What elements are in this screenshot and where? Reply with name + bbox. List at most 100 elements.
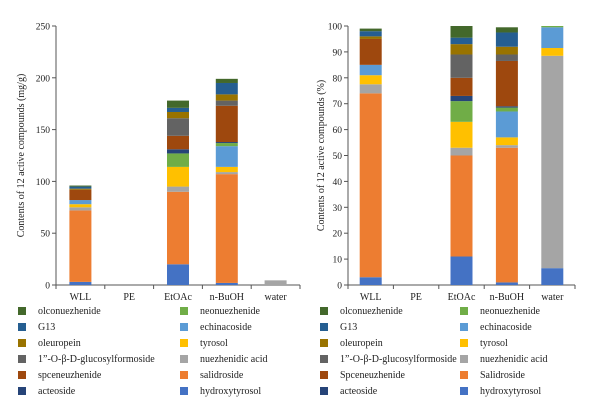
legend-label-acteoside: acteoside: [38, 386, 76, 397]
legend-label-olconuezhenide: olconuezhenide: [340, 306, 403, 317]
y-tick-label: 20: [333, 230, 343, 240]
x-tick-label-wll: WLL: [70, 292, 92, 303]
y-tick-label: 200: [36, 74, 51, 84]
x-tick-label-pe: PE: [410, 292, 422, 303]
y-axis-title: Contents of 12 active compounds (%): [316, 80, 327, 231]
legend-swatch-acteoside: [18, 387, 26, 395]
bar-segment-water-echinacoside: [541, 27, 564, 49]
bar-segment-etoac-g13: [450, 37, 473, 45]
bar-segment-etoac-nuezhenidic-acid: [450, 147, 473, 156]
bar-segment-n-buoh-1-o-d-glucosylformoside: [215, 100, 238, 106]
legend-swatch-salidroside: [180, 371, 188, 379]
bar-segment-n-buoh-echinacoside: [215, 146, 238, 167]
legend-label-salidroside: Salidroside: [480, 370, 526, 381]
bar-segment-etoac-salidroside: [450, 155, 473, 257]
bar-segment-etoac-spceneuzhenide: [450, 77, 473, 96]
y-tick-label: 0: [337, 282, 342, 292]
legend-label-neonuezhenide: neonuezhenide: [480, 306, 541, 317]
bar-segment-etoac-neonuezhenide: [167, 153, 189, 167]
legend-swatch-acteoside: [320, 387, 328, 395]
bar-segment-etoac-neonuezhenide: [450, 101, 473, 122]
x-tick-label-water: water: [541, 292, 564, 303]
y-tick-label: 50: [333, 152, 343, 162]
legend-label-nuezhenidic-acid: nuezhenidic acid: [200, 354, 267, 365]
legend-swatch-hydroxytyrosol: [460, 387, 468, 395]
bar-segment-etoac-tyrosol: [167, 166, 189, 187]
y-tick-label: 50: [41, 230, 51, 240]
y-tick-label: 150: [36, 126, 51, 136]
bar-segment-wll-olconuezhenide: [359, 28, 382, 32]
bar-segment-etoac-oleuropein: [167, 111, 189, 119]
y-tick-label: 250: [36, 23, 51, 33]
bar-segment-etoac-olconuezhenide: [450, 26, 473, 38]
legend-swatch-olconuezhenide: [18, 307, 26, 315]
bar-segment-etoac-tyrosol: [450, 121, 473, 148]
x-tick-label-wll: WLL: [360, 292, 382, 303]
bar-segment-n-buoh-tyrosol: [495, 137, 518, 146]
legend-label-echinacoside: echinacoside: [200, 322, 252, 333]
y-tick-label: 100: [36, 178, 51, 188]
bar-segment-etoac-1-o-d-glucosylformoside: [450, 54, 473, 78]
bar-segment-wll-g13: [359, 31, 382, 37]
bar-segment-wll-nuezhenidic-acid: [359, 84, 382, 94]
legend-swatch-oleuropein: [18, 339, 26, 347]
legend-label-g13: G13: [38, 322, 55, 333]
legend-swatch-hydroxytyrosol: [180, 387, 188, 395]
bar-segment-wll-salidroside: [69, 210, 92, 282]
legend-swatch-salidroside: [460, 371, 468, 379]
bar-segment-n-buoh-g13: [495, 32, 518, 47]
legend-swatch-g13: [320, 323, 328, 331]
y-tick-label: 100: [328, 23, 343, 33]
legend-swatch-neonuezhenide: [180, 307, 188, 315]
legend-label-tyrosol: tyrosol: [480, 338, 508, 349]
legend-label-oleuropein: oleuropein: [340, 338, 383, 349]
right-chart-legend: olconuezhenide neonuezhenide G13 echinacosi…: [320, 306, 547, 397]
bar-segment-n-buoh-salidroside: [495, 147, 518, 283]
legend-label-1-o-d-glucosylformoside: 1”-O-β-D-glucosylformoside: [340, 354, 457, 365]
legend-swatch-g13: [18, 323, 26, 331]
bar-segment-wll-oleuropein: [359, 36, 382, 39]
legend-swatch-1-o-d-glucosylformoside: [18, 355, 26, 363]
y-axis-title: Contents of 12 active compounds (mg/g): [16, 74, 27, 238]
bar-segment-water-nuezhenidic-acid: [541, 55, 564, 269]
legend-label-neonuezhenide: neonuezhenide: [200, 306, 261, 317]
bar-segment-n-buoh-nuezhenidic-acid: [495, 145, 518, 148]
bar-segment-n-buoh-nuezhenidic-acid: [215, 172, 238, 175]
bar-segment-n-buoh-tyrosol: [215, 166, 238, 173]
legend-swatch-nuezhenidic-acid: [180, 355, 188, 363]
left-chart-panel: 0 50 100 150 200 250 Contents of 12 active com…: [16, 23, 301, 303]
x-tick-label-n-buoh: n-BuOH: [490, 292, 524, 303]
bar-segment-etoac-spceneuzhenide: [167, 135, 189, 150]
legend-label-oleuropein: oleuropein: [38, 338, 81, 349]
right-chart-panel: 0 10 20 30 40 50 60 70 80 90 100 Contents of 12 act…: [316, 23, 576, 303]
left-chart-legend: olconuezhenide neonuezhenide G13 echinacosi…: [18, 306, 267, 397]
legend-swatch-echinacoside: [180, 323, 188, 331]
bar-segment-n-buoh-neonuezhenide: [495, 107, 518, 112]
legend-label-salidroside: salidroside: [200, 370, 244, 381]
y-tick-label: 30: [333, 204, 343, 214]
x-tick-label-etoac: EtOAc: [164, 292, 192, 303]
bar-segment-n-buoh-salidroside: [215, 174, 238, 283]
y-tick-label: 0: [45, 282, 50, 292]
bar-segment-wll-tyrosol: [359, 75, 382, 85]
bar-segment-n-buoh-hydroxytyrosol: [495, 282, 518, 285]
legend-label-echinacoside: echinacoside: [480, 322, 532, 333]
bar-segment-n-buoh-spceneuzhenide: [495, 60, 518, 107]
x-tick-label-water: water: [264, 292, 287, 303]
legend-swatch-tyrosol: [460, 339, 468, 347]
legend-swatch-spceneuzhenide: [18, 371, 26, 379]
legend-swatch-1-o-d-glucosylformoside: [320, 355, 328, 363]
bar-segment-etoac-nuezhenidic-acid: [167, 186, 189, 192]
bar-segment-n-buoh-1-o-d-glucosylformoside: [495, 54, 518, 61]
bar-segment-n-buoh-hydroxytyrosol: [215, 282, 238, 285]
y-tick-label: 40: [333, 178, 343, 188]
bar-segment-wll-hydroxytyrosol: [359, 277, 382, 285]
bar-segment-n-buoh-echinacoside: [495, 111, 518, 138]
bar-segment-n-buoh-neonuezhenide: [215, 143, 238, 147]
bar-segment-etoac-oleuropein: [450, 44, 473, 55]
y-tick-label: 90: [333, 48, 343, 58]
bar-segment-wll-echinacoside: [359, 64, 382, 76]
bar-segment-etoac-1-o-d-glucosylformoside: [167, 118, 189, 136]
bar-segment-etoac-salidroside: [167, 191, 189, 265]
bar-segment-wll-spceneuzhenide: [359, 38, 382, 65]
